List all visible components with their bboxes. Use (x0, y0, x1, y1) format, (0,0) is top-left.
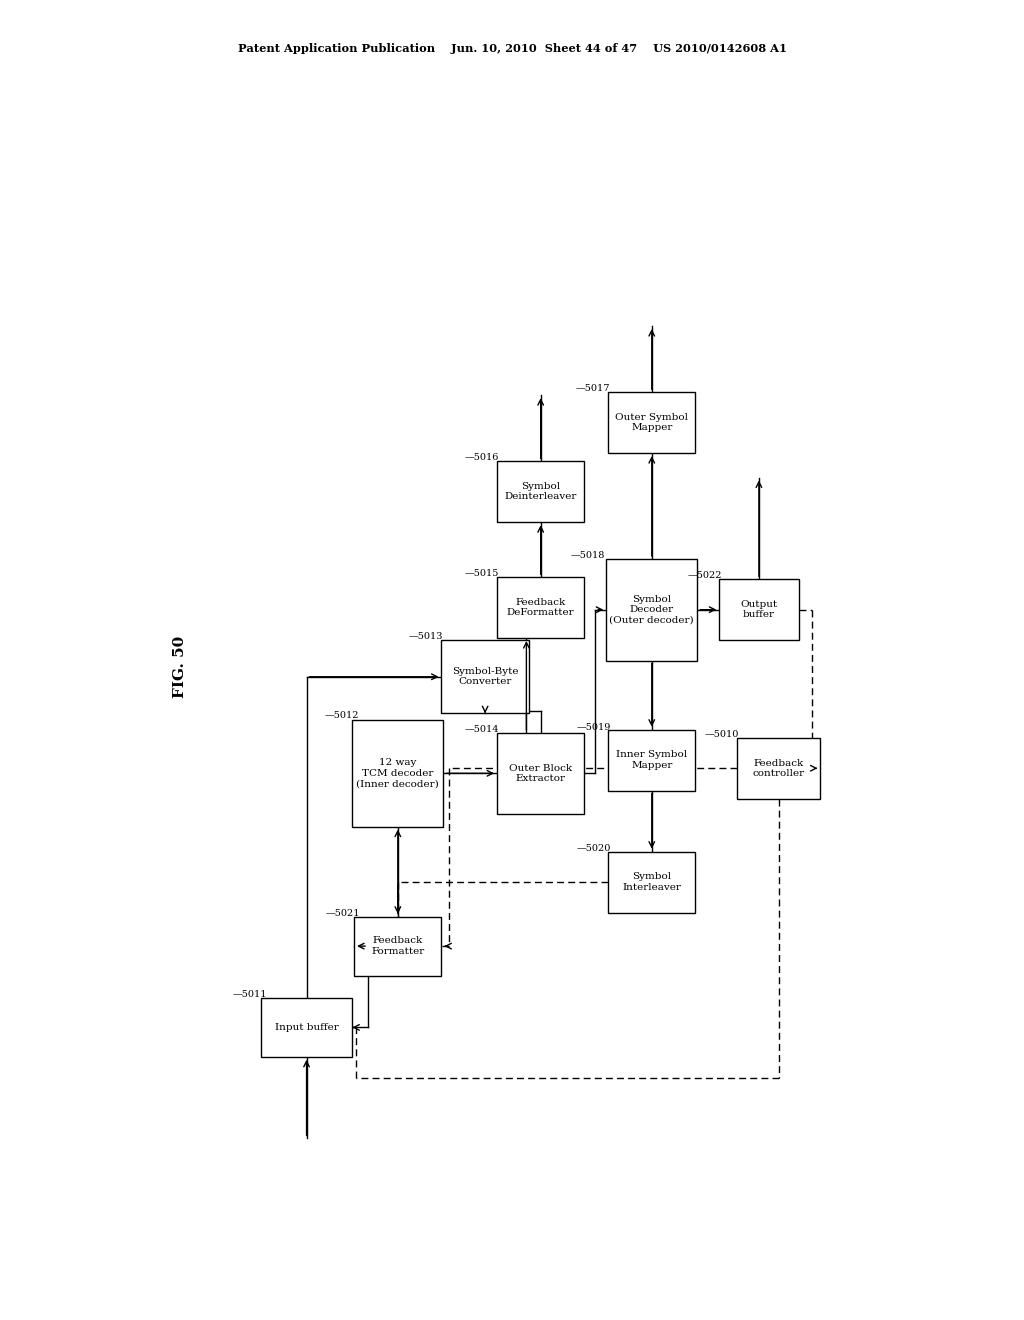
Text: —5010: —5010 (705, 730, 739, 739)
Text: —5021: —5021 (326, 908, 360, 917)
FancyBboxPatch shape (354, 916, 441, 975)
Text: —5012: —5012 (325, 711, 359, 721)
Text: Output
buffer: Output buffer (740, 601, 777, 619)
FancyBboxPatch shape (606, 558, 697, 660)
Text: Feedback
DeFormatter: Feedback DeFormatter (507, 598, 574, 618)
FancyBboxPatch shape (719, 579, 799, 640)
FancyBboxPatch shape (608, 392, 695, 453)
FancyBboxPatch shape (497, 577, 585, 638)
Text: FIG. 50: FIG. 50 (173, 635, 186, 698)
Text: Symbol
Deinterleaver: Symbol Deinterleaver (505, 482, 577, 502)
Text: —5020: —5020 (577, 843, 610, 853)
Text: —5022: —5022 (688, 572, 722, 581)
Text: Symbol
Interleaver: Symbol Interleaver (623, 873, 681, 892)
Text: Input buffer: Input buffer (274, 1023, 339, 1032)
FancyBboxPatch shape (737, 738, 820, 799)
Text: —5016: —5016 (465, 453, 500, 462)
Text: —5019: —5019 (577, 722, 610, 731)
Text: Inner Symbol
Mapper: Inner Symbol Mapper (616, 750, 687, 770)
FancyBboxPatch shape (497, 461, 585, 523)
FancyBboxPatch shape (608, 730, 695, 791)
FancyBboxPatch shape (441, 640, 528, 713)
Text: —5014: —5014 (465, 725, 500, 734)
FancyBboxPatch shape (608, 851, 695, 912)
Text: Symbol
Decoder
(Outer decoder): Symbol Decoder (Outer decoder) (609, 595, 694, 624)
Text: Outer Block
Extractor: Outer Block Extractor (509, 764, 572, 783)
Text: —5011: —5011 (232, 990, 267, 999)
FancyBboxPatch shape (497, 733, 585, 814)
Text: Feedback
Formatter: Feedback Formatter (371, 936, 425, 956)
Text: —5018: —5018 (570, 550, 605, 560)
Text: Symbol-Byte
Converter: Symbol-Byte Converter (452, 667, 518, 686)
Text: —5015: —5015 (465, 569, 500, 578)
Text: 12 way
TCM decoder
(Inner decoder): 12 way TCM decoder (Inner decoder) (356, 759, 439, 788)
Text: Feedback
controller: Feedback controller (753, 759, 805, 777)
FancyBboxPatch shape (261, 998, 352, 1057)
Text: —5013: —5013 (409, 632, 443, 642)
Text: Outer Symbol
Mapper: Outer Symbol Mapper (615, 413, 688, 433)
FancyBboxPatch shape (352, 719, 443, 826)
Text: —5017: —5017 (577, 384, 610, 393)
Text: Patent Application Publication    Jun. 10, 2010  Sheet 44 of 47    US 2010/01426: Patent Application Publication Jun. 10, … (238, 44, 786, 54)
